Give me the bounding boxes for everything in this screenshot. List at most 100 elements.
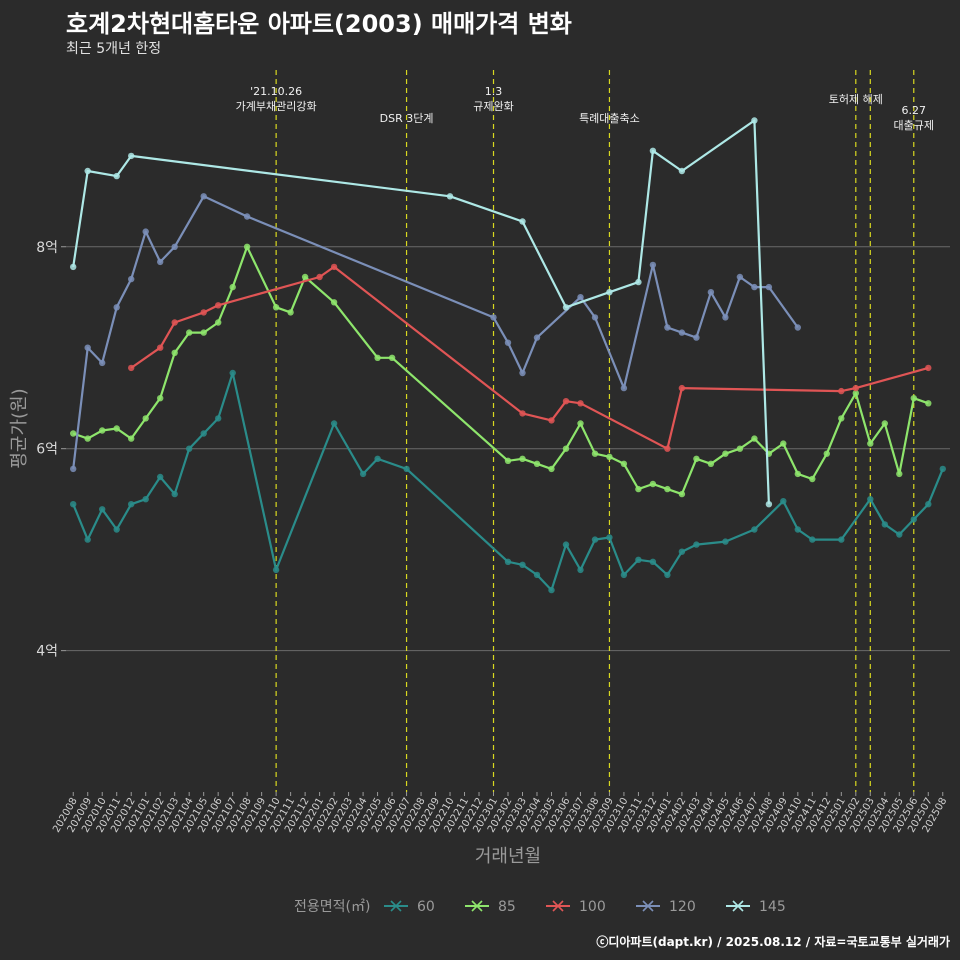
annotation-label: 대출규제: [894, 119, 934, 132]
data-point-100: [548, 417, 555, 424]
data-point-60: [504, 558, 512, 565]
data-point-100: [215, 302, 222, 309]
data-point-85: [722, 450, 729, 457]
data-point-120: [751, 283, 758, 291]
data-point-60: [649, 558, 657, 565]
legend-swatch-marker: [732, 900, 744, 912]
data-point-60: [403, 465, 410, 473]
data-point-85: [519, 455, 526, 462]
data-point-60: [939, 465, 946, 473]
data-point-85: [925, 400, 932, 407]
data-point-85: [330, 299, 338, 306]
data-point-60: [374, 455, 381, 462]
data-point-85: [157, 395, 164, 402]
series-line-100: [130, 265, 929, 450]
data-point-85: [591, 450, 599, 457]
data-point-85: [881, 420, 888, 427]
data-point-85: [910, 395, 917, 402]
data-point-145: [765, 501, 773, 508]
data-point-85: [229, 283, 236, 291]
data-point-85: [562, 445, 570, 452]
data-point-85: [809, 475, 816, 483]
data-point-85: [736, 445, 744, 452]
data-point-85: [186, 329, 193, 336]
data-point-85: [852, 390, 859, 397]
data-point-100: [316, 273, 323, 281]
data-point-60: [910, 516, 917, 523]
chart-title: 호계2차현대홈타운 아파트(2003) 매매가격 변화: [66, 10, 572, 38]
data-point-85: [287, 309, 294, 316]
data-point-60: [896, 531, 903, 538]
data-point-100: [852, 384, 859, 392]
data-point-100: [664, 445, 671, 452]
legend-swatch-marker: [642, 900, 654, 912]
annotation-label: 가계부채관리강화: [236, 100, 317, 113]
data-point-120: [577, 294, 584, 301]
data-point-60: [722, 538, 729, 545]
data-point-60: [272, 566, 280, 574]
data-point-85: [504, 457, 512, 464]
data-point-120: [490, 314, 497, 321]
legend-item-100: 100: [546, 899, 606, 915]
data-point-120: [678, 329, 686, 336]
data-point-85: [838, 415, 845, 422]
data-point-145: [84, 167, 91, 175]
data-point-60: [664, 571, 671, 579]
data-point-120: [693, 334, 700, 341]
data-point-120: [591, 314, 599, 321]
data-point-120: [128, 275, 135, 283]
y-tick-label: 8억: [36, 240, 58, 256]
data-point-145: [649, 147, 657, 154]
data-point-60: [171, 490, 178, 498]
data-point-85: [678, 490, 686, 498]
data-point-60: [533, 571, 541, 579]
data-point-60: [606, 534, 613, 541]
data-point-60: [751, 526, 758, 533]
data-point-120: [157, 258, 164, 266]
legend-item-145: 145: [726, 899, 786, 915]
annotation-label: 토허제 해제: [829, 92, 883, 106]
data-point-85: [620, 460, 628, 467]
data-point-145: [635, 278, 642, 286]
data-point-100: [171, 319, 178, 326]
data-point-145: [70, 263, 77, 271]
data-point-145: [113, 172, 120, 180]
data-point-85: [707, 460, 715, 467]
footer-credit: ⓒ디아파트(dapt.kr) / 2025.08.12 / 자료=국토교통부 실…: [596, 935, 950, 949]
data-point-85: [99, 427, 106, 434]
data-point-60: [200, 430, 207, 437]
data-point-60: [577, 566, 584, 574]
data-point-145: [446, 193, 454, 200]
data-point-85: [664, 485, 671, 493]
data-point-120: [70, 465, 77, 473]
data-point-60: [70, 501, 77, 508]
legend-item-60: 60: [384, 899, 435, 915]
data-point-120: [722, 314, 729, 321]
data-point-85: [200, 329, 207, 336]
data-point-85: [128, 435, 135, 442]
data-point-60: [591, 536, 599, 543]
data-point-60: [99, 506, 106, 513]
data-point-85: [606, 453, 613, 460]
data-point-145: [678, 167, 686, 175]
data-point-85: [388, 354, 396, 361]
data-point-60: [330, 420, 338, 427]
data-point-120: [620, 384, 628, 392]
data-point-85: [577, 420, 584, 427]
legend-item-85: 85: [465, 899, 516, 915]
data-point-60: [142, 496, 149, 503]
data-point-60: [548, 586, 555, 594]
data-point-60: [867, 496, 874, 503]
data-point-60: [157, 473, 164, 481]
data-point-60: [562, 541, 570, 548]
data-point-60: [794, 526, 801, 533]
legend-label: 85: [498, 899, 516, 915]
annotation-label: 규제완화: [473, 100, 513, 113]
data-point-85: [548, 465, 555, 473]
data-point-145: [606, 289, 613, 296]
x-axis-title: 거래년월: [475, 846, 541, 867]
data-point-120: [533, 334, 541, 341]
data-point-100: [925, 364, 932, 372]
data-point-60: [693, 541, 700, 548]
